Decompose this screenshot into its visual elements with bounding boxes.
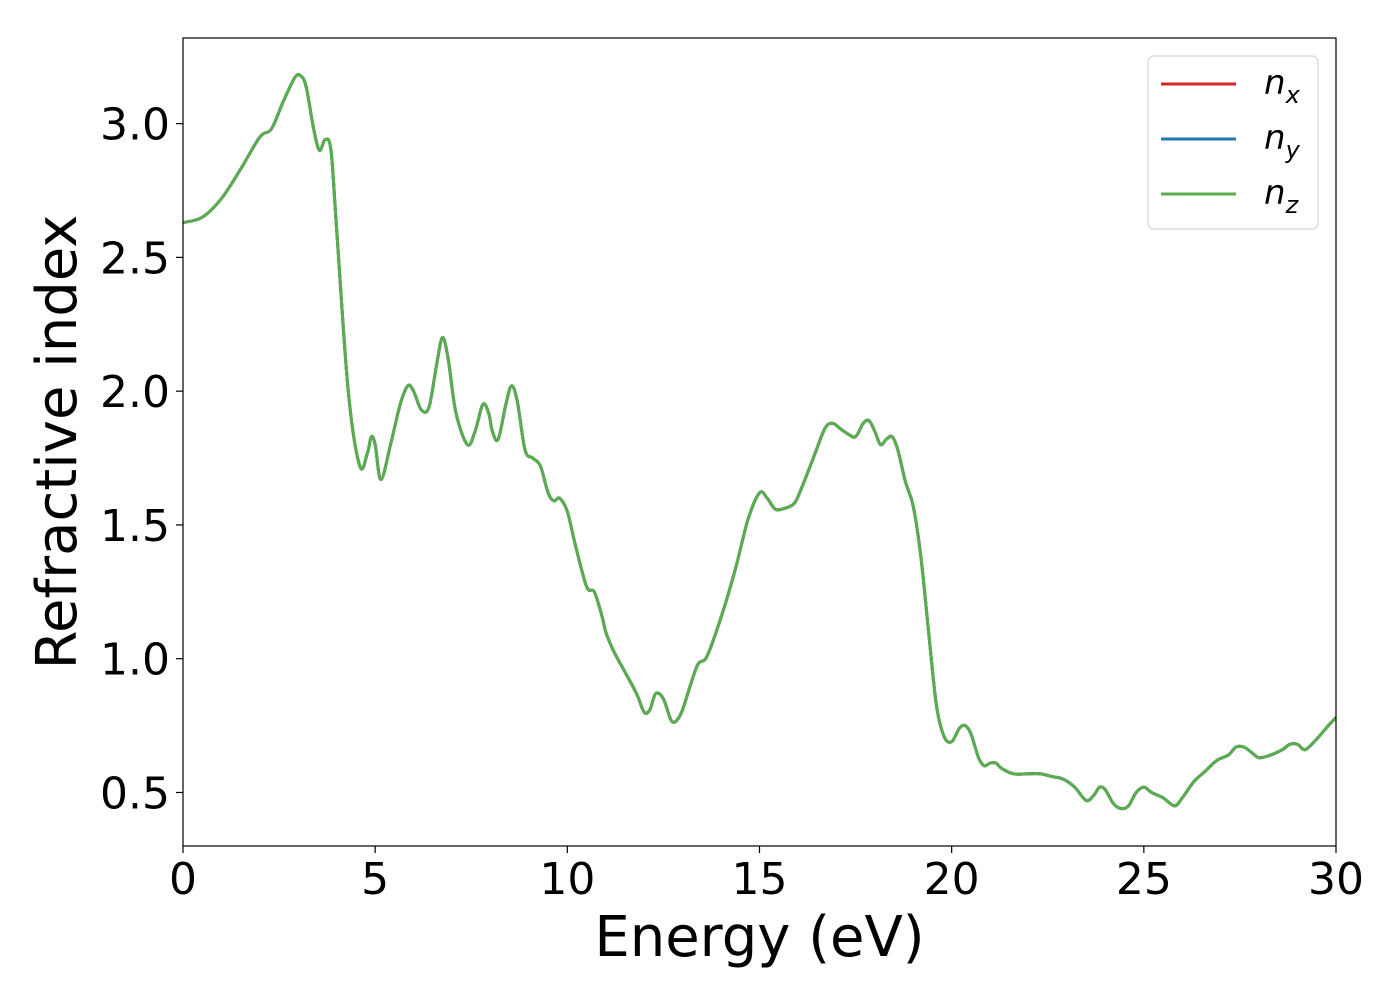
x-tick-label: 10 bbox=[539, 854, 595, 905]
x-tick-label: 0 bbox=[169, 854, 197, 905]
y-tick-label: 3.0 bbox=[100, 100, 170, 151]
y-tick-label: 1.5 bbox=[100, 501, 170, 552]
series-layer bbox=[183, 73, 1336, 811]
x-tick-label: 5 bbox=[361, 854, 389, 905]
y-tick-label: 2.0 bbox=[100, 367, 170, 418]
x-tick-label: 20 bbox=[924, 854, 980, 905]
y-tick-label: 0.5 bbox=[100, 768, 170, 819]
y-tick-label: 2.5 bbox=[100, 233, 170, 284]
x-tick-label: 30 bbox=[1308, 854, 1364, 905]
legend: nx ny nz bbox=[1147, 55, 1319, 230]
series-line-n-z bbox=[183, 73, 1336, 811]
x-tick-label: 25 bbox=[1116, 854, 1172, 905]
y-axis-ticks: 0.5 1.0 1.5 2.0 2.5 3.0 bbox=[100, 100, 183, 819]
x-axis-ticks: 0 5 10 15 20 25 30 bbox=[169, 846, 1364, 905]
legend-label-nz: nz bbox=[1264, 173, 1300, 219]
legend-label-ny: ny bbox=[1264, 118, 1301, 164]
y-axis-label: Refractive index bbox=[25, 215, 90, 670]
x-tick-label: 15 bbox=[732, 854, 788, 905]
legend-box bbox=[1147, 55, 1319, 230]
legend-label-nx: nx bbox=[1264, 63, 1301, 109]
x-axis-label: Energy (eV) bbox=[594, 905, 924, 970]
y-tick-label: 1.0 bbox=[100, 635, 170, 686]
